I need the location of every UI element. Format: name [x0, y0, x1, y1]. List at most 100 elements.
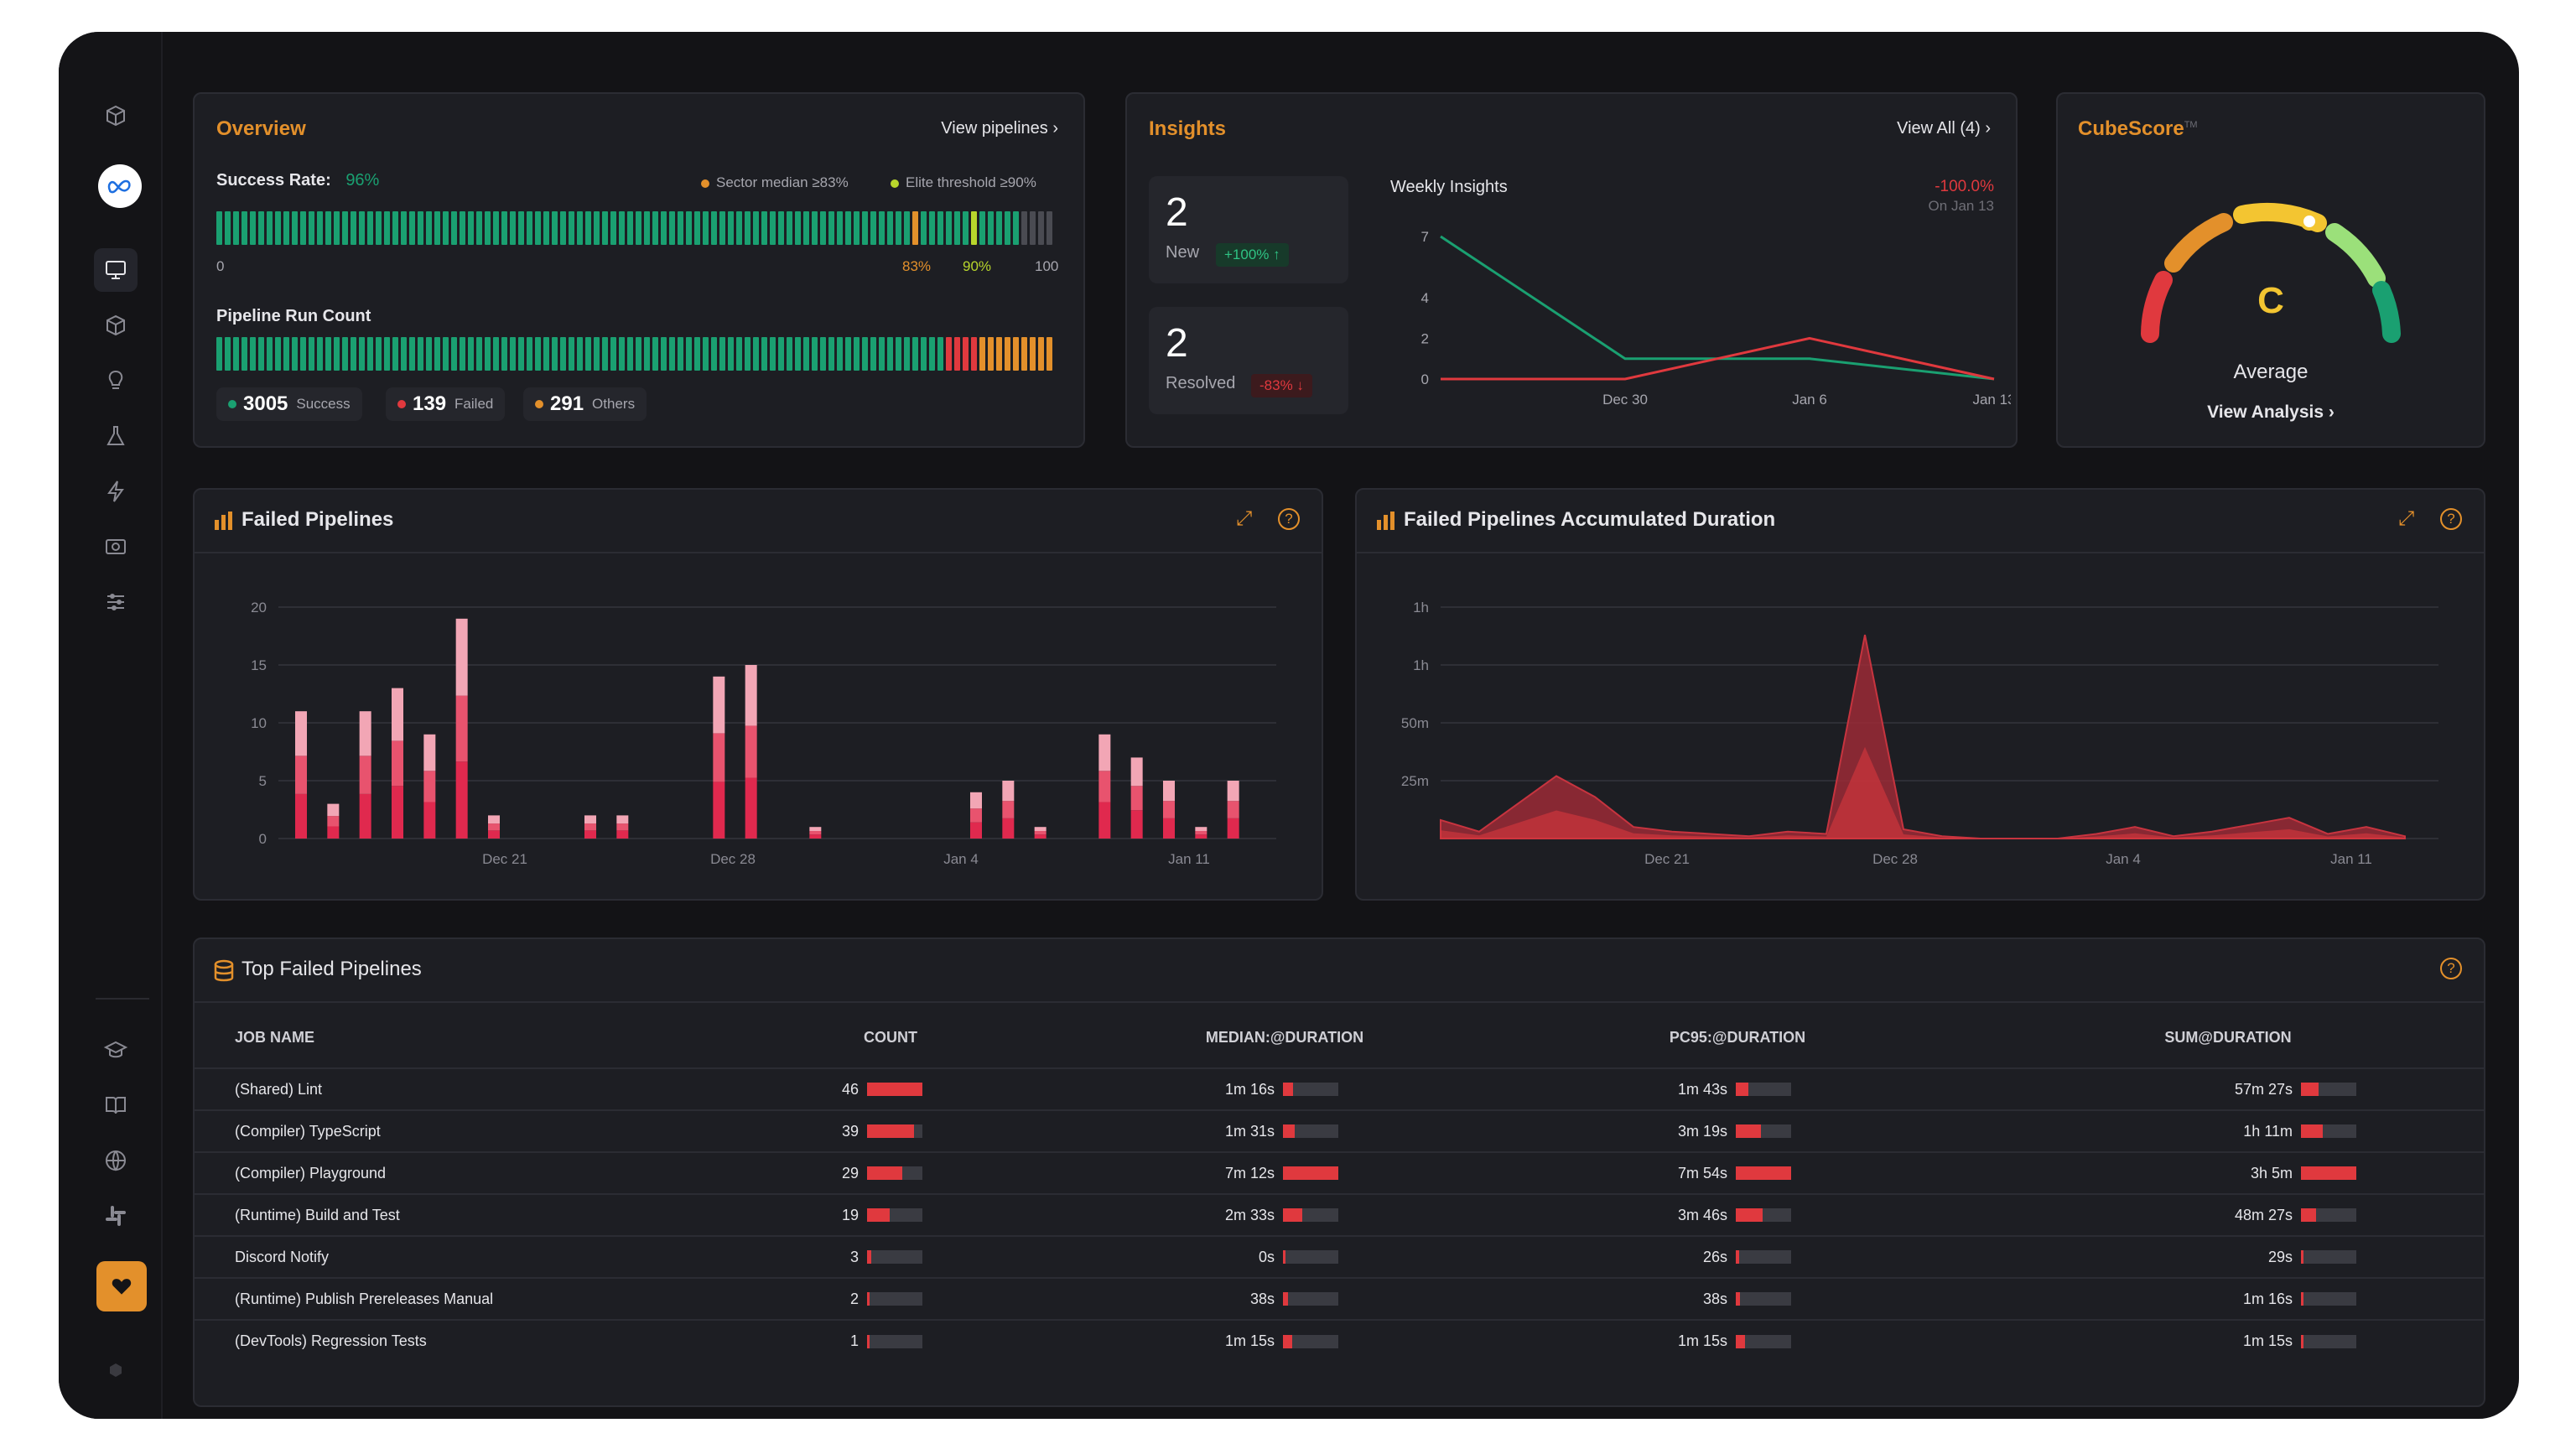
box-icon[interactable] [94, 304, 138, 347]
slack-icon[interactable] [94, 1194, 138, 1238]
expand-icon[interactable]: ⤢ [2398, 507, 2415, 530]
table-row[interactable]: (Shared) Lint 46 1m 16s 1m 43s 57m 27s [195, 1067, 2484, 1110]
help-icon[interactable]: ? [1278, 508, 1300, 530]
heart-icon[interactable] [96, 1261, 147, 1311]
success-segment [812, 211, 818, 245]
job-name[interactable]: (Compiler) TypeScript [235, 1122, 381, 1140]
book-icon[interactable] [94, 1083, 138, 1127]
success-segment [694, 211, 700, 245]
job-name[interactable]: (Shared) Lint [235, 1080, 323, 1098]
run-segment [787, 337, 792, 371]
run-segment [418, 337, 423, 371]
lightning-icon[interactable] [94, 470, 138, 513]
help-icon[interactable]: ? [2440, 508, 2462, 530]
run-count-label: Pipeline Run Count [216, 307, 371, 325]
scale-90: 90% [963, 258, 992, 274]
expand-icon[interactable]: ⤢ [1236, 507, 1253, 530]
run-segment [711, 337, 717, 371]
cell-sum-bar [2301, 1124, 2356, 1138]
success-segment [585, 211, 591, 245]
cell-median: 1m 31s [1224, 1122, 1275, 1140]
success-rate-label: Success Rate: 96% [216, 171, 380, 190]
bar [713, 782, 725, 839]
view-all-link[interactable]: View All (4) › [1897, 119, 1991, 138]
run-segment [870, 337, 876, 371]
cell-median: 1m 16s [1224, 1080, 1275, 1098]
score-gauge [2141, 202, 2401, 343]
success-segment [485, 211, 491, 245]
bar [1098, 734, 1111, 771]
run-segment [988, 337, 994, 371]
table-row[interactable]: Discord Notify 3 0s 26s 29s [195, 1235, 2484, 1278]
bar [423, 771, 436, 802]
y-tick-label: 0 [1421, 371, 1429, 387]
org-avatar[interactable] [98, 164, 142, 208]
globe-icon[interactable] [94, 1139, 138, 1182]
run-segment [426, 337, 432, 371]
col-count[interactable]: COUNT [864, 1029, 917, 1046]
run-segment [476, 337, 482, 371]
cell-sum-bar [2301, 1292, 2356, 1306]
monitor-icon[interactable] [94, 248, 138, 292]
graduation-icon[interactable] [94, 1028, 138, 1072]
col-job-name[interactable]: JOB NAME [235, 1029, 315, 1046]
weekly-change: -100.0% [1935, 178, 1994, 195]
run-segment [929, 337, 935, 371]
job-name[interactable]: (Compiler) Playground [235, 1164, 387, 1182]
help-icon[interactable]: ? [2440, 958, 2462, 979]
success-segment [854, 211, 860, 245]
bar [1163, 801, 1175, 818]
y-tick-label: 20 [251, 600, 267, 615]
bar [745, 777, 757, 839]
job-name[interactable]: (Runtime) Publish Prereleases Manual [235, 1290, 494, 1307]
success-segment [367, 211, 373, 245]
view-analysis-link[interactable]: View Analysis › [2207, 402, 2334, 422]
table-row[interactable]: (Runtime) Publish Prereleases Manual 2 38s… [195, 1277, 2484, 1320]
top-failed-panel: Top Failed Pipelines ? JOB NAME COUNT ME… [193, 937, 2485, 1407]
run-segment [694, 337, 700, 371]
resolved-insights-box[interactable]: 2 Resolved -83% ↓ [1149, 307, 1348, 414]
table-row[interactable]: (Runtime) Build and Test 19 2m 33s 3m 46s 48… [195, 1193, 2484, 1236]
run-segment [1005, 337, 1010, 371]
table-row[interactable]: (DevTools) Regression Tests 1 1m 15s 1m 15s… [195, 1319, 2484, 1362]
sidebar-divider [96, 998, 149, 1000]
flask-icon[interactable] [94, 414, 138, 458]
job-name[interactable]: (Runtime) Build and Test [235, 1206, 400, 1223]
cell-sum: 1m 16s [2242, 1290, 2293, 1307]
bar [423, 802, 436, 839]
success-segment [661, 211, 667, 245]
new-insights-box[interactable]: 2 New +100% ↑ [1149, 176, 1348, 283]
lightbulb-icon[interactable] [94, 359, 138, 402]
sliders-icon[interactable] [94, 580, 138, 624]
run-segment [954, 337, 960, 371]
success-segment [963, 211, 969, 245]
cell-pc95-bar [1736, 1334, 1791, 1348]
run-segment [854, 337, 860, 371]
col-pc95[interactable]: PC95:@DURATION [1669, 1029, 1806, 1046]
run-segment [1013, 337, 1019, 371]
cube-logo-icon[interactable] [94, 94, 138, 138]
success-segment [300, 211, 306, 245]
col-sum[interactable]: SUM@DURATION [2164, 1029, 2292, 1046]
table-row[interactable]: (Compiler) Playground 29 7m 12s 7m 54s 3h 5m [195, 1151, 2484, 1194]
cell-sum: 57m 27s [2234, 1080, 2293, 1098]
camera-icon[interactable] [94, 525, 138, 569]
col-median[interactable]: MEDIAN:@DURATION [1205, 1029, 1364, 1046]
cubescore-card: CubeScoreTM C Average View Analysis › [2056, 92, 2485, 448]
job-name[interactable]: (DevTools) Regression Tests [235, 1332, 427, 1349]
job-name[interactable]: Discord Notify [235, 1248, 330, 1265]
run-segment [921, 337, 927, 371]
run-segment [485, 337, 491, 371]
success-segment [267, 211, 273, 245]
table-row[interactable]: (Compiler) TypeScript 39 1m 31s 3m 19s 1h 11… [195, 1109, 2484, 1152]
bar [1227, 818, 1239, 839]
view-pipelines-link[interactable]: View pipelines › [941, 119, 1058, 138]
cell-pc95: 1m 15s [1677, 1332, 1727, 1349]
run-segment [627, 337, 633, 371]
success-segment [325, 211, 331, 245]
run-segment [736, 337, 742, 371]
success-segment [510, 211, 516, 245]
run-segment [376, 337, 382, 371]
success-segment [468, 211, 474, 245]
success-segment [787, 211, 792, 245]
